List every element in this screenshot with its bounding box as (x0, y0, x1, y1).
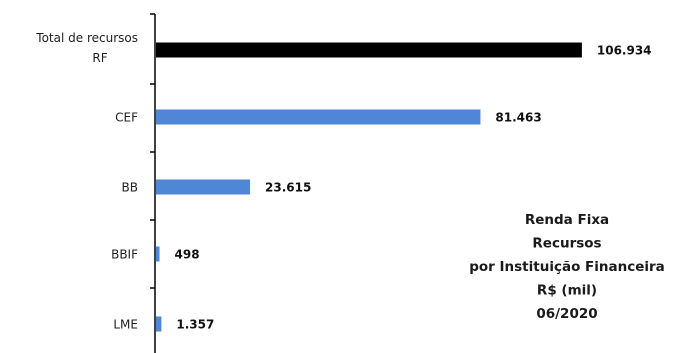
title-line: por Instituição Financeira (469, 259, 665, 275)
bar-total-de-recursos-rf (156, 42, 582, 58)
title-line: Renda Fixa (525, 212, 609, 228)
category-label: CEF (115, 111, 138, 125)
axis-layer (150, 13, 156, 353)
value-label: 1.357 (176, 318, 214, 332)
category-label: BB (122, 181, 138, 195)
category-labels: Total de recursos RF CEF BB BBIF LME (35, 31, 138, 332)
value-label: 23.615 (265, 181, 311, 195)
value-labels: 106.934 81.463 23.615 498 1.357 (175, 44, 652, 332)
bar-cef (156, 109, 481, 125)
value-label: 81.463 (495, 111, 541, 125)
bar-layer (156, 42, 582, 332)
category-label: BBIF (111, 248, 138, 262)
category-label: Total de recursos RF (35, 31, 138, 65)
category-label: LME (113, 318, 138, 332)
title-line: Recursos (532, 236, 601, 252)
bar-lme (156, 316, 162, 332)
chart-title: Renda Fixa Recursos por Instituição Financ… (469, 212, 665, 322)
bar-bbif (156, 246, 160, 262)
value-label: 106.934 (597, 44, 652, 58)
bar-bb (156, 179, 251, 195)
value-label: 498 (175, 248, 200, 262)
title-line: R$ (mil) (537, 283, 597, 299)
title-line: 06/2020 (536, 306, 597, 322)
